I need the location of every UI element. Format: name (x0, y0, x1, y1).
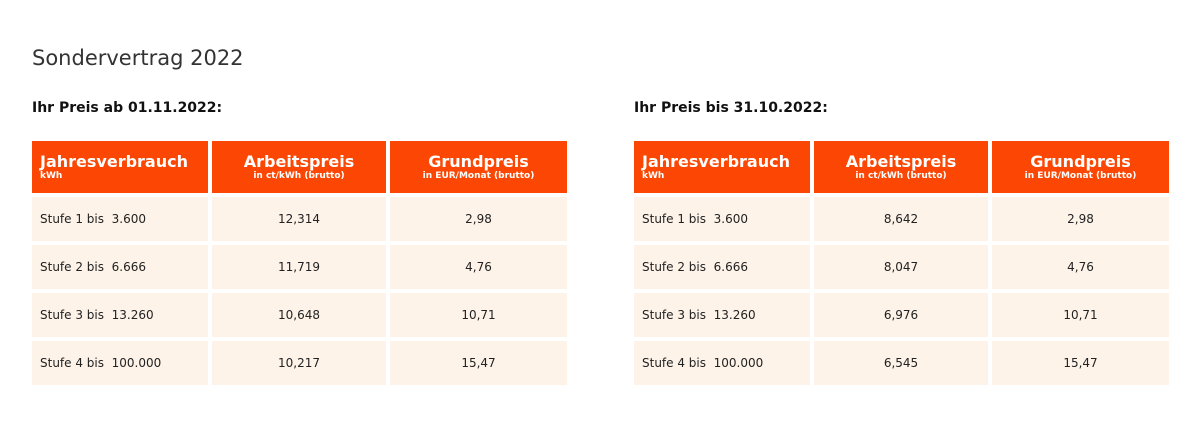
cell-arbeitspreis: 8,047 (814, 245, 988, 289)
table-header-row: Jahresverbrauch kWh Arbeitspreis in ct/kWh… (634, 141, 1169, 193)
header-jahresverbrauch: Jahresverbrauch kWh (634, 141, 810, 193)
cell-stufe: Stufe 1 bis 3.600 (634, 197, 810, 241)
header-grundpreis: Grundpreis in EUR/Monat (brutto) (390, 141, 567, 193)
cell-grundpreis: 2,98 (992, 197, 1169, 241)
header-unit: in ct/kWh (brutto) (253, 171, 345, 181)
table-row: Stufe 1 bis 3.600 12,314 2,98 (32, 197, 567, 241)
page-title: Sondervertrag 2022 (32, 46, 244, 71)
cell-grundpreis: 10,71 (992, 293, 1169, 337)
cell-arbeitspreis: 12,314 (212, 197, 386, 241)
header-arbeitspreis: Arbeitspreis in ct/kWh (brutto) (212, 141, 386, 193)
cell-stufe: Stufe 4 bis 100.000 (32, 341, 208, 385)
table-row: Stufe 2 bis 6.666 11,719 4,76 (32, 245, 567, 289)
header-label: Arbeitspreis (243, 152, 355, 171)
price-table: Jahresverbrauch kWh Arbeitspreis in ct/kWh… (630, 137, 1173, 389)
header-label: Jahresverbrauch (642, 152, 790, 171)
table-row: Stufe 4 bis 100.000 6,545 15,47 (634, 341, 1169, 385)
cell-stufe: Stufe 1 bis 3.600 (32, 197, 208, 241)
table-row: Stufe 2 bis 6.666 8,047 4,76 (634, 245, 1169, 289)
cell-arbeitspreis: 6,545 (814, 341, 988, 385)
cell-grundpreis: 10,71 (390, 293, 567, 337)
price-table-subtitle: Ihr Preis bis 31.10.2022: (634, 100, 828, 116)
cell-stufe: Stufe 3 bis 13.260 (32, 293, 208, 337)
header-label: Arbeitspreis (845, 152, 957, 171)
cell-arbeitspreis: 10,217 (212, 341, 386, 385)
cell-grundpreis: 4,76 (992, 245, 1169, 289)
cell-stufe: Stufe 2 bis 6.666 (32, 245, 208, 289)
cell-stufe: Stufe 3 bis 13.260 (634, 293, 810, 337)
header-arbeitspreis: Arbeitspreis in ct/kWh (brutto) (814, 141, 988, 193)
cell-stufe: Stufe 4 bis 100.000 (634, 341, 810, 385)
cell-grundpreis: 4,76 (390, 245, 567, 289)
cell-grundpreis: 15,47 (992, 341, 1169, 385)
header-unit: kWh (40, 171, 63, 181)
header-unit: in EUR/Monat (brutto) (422, 171, 535, 181)
price-table-subtitle: Ihr Preis ab 01.11.2022: (32, 100, 223, 116)
header-unit: in EUR/Monat (brutto) (1024, 171, 1137, 181)
header-unit: kWh (642, 171, 665, 181)
table-row: Stufe 1 bis 3.600 8,642 2,98 (634, 197, 1169, 241)
table-row: Stufe 4 bis 100.000 10,217 15,47 (32, 341, 567, 385)
price-table: Jahresverbrauch kWh Arbeitspreis in ct/kWh… (28, 137, 571, 389)
cell-arbeitspreis: 11,719 (212, 245, 386, 289)
header-grundpreis: Grundpreis in EUR/Monat (brutto) (992, 141, 1169, 193)
header-unit: in ct/kWh (brutto) (855, 171, 947, 181)
table-row: Stufe 3 bis 13.260 6,976 10,71 (634, 293, 1169, 337)
cell-arbeitspreis: 8,642 (814, 197, 988, 241)
table-row: Stufe 3 bis 13.260 10,648 10,71 (32, 293, 567, 337)
header-jahresverbrauch: Jahresverbrauch kWh (32, 141, 208, 193)
cell-stufe: Stufe 2 bis 6.666 (634, 245, 810, 289)
header-label: Grundpreis (428, 152, 529, 171)
header-label: Grundpreis (1030, 152, 1131, 171)
header-label: Jahresverbrauch (40, 152, 188, 171)
cell-arbeitspreis: 10,648 (212, 293, 386, 337)
cell-grundpreis: 15,47 (390, 341, 567, 385)
cell-arbeitspreis: 6,976 (814, 293, 988, 337)
cell-grundpreis: 2,98 (390, 197, 567, 241)
table-header-row: Jahresverbrauch kWh Arbeitspreis in ct/kWh… (32, 141, 567, 193)
